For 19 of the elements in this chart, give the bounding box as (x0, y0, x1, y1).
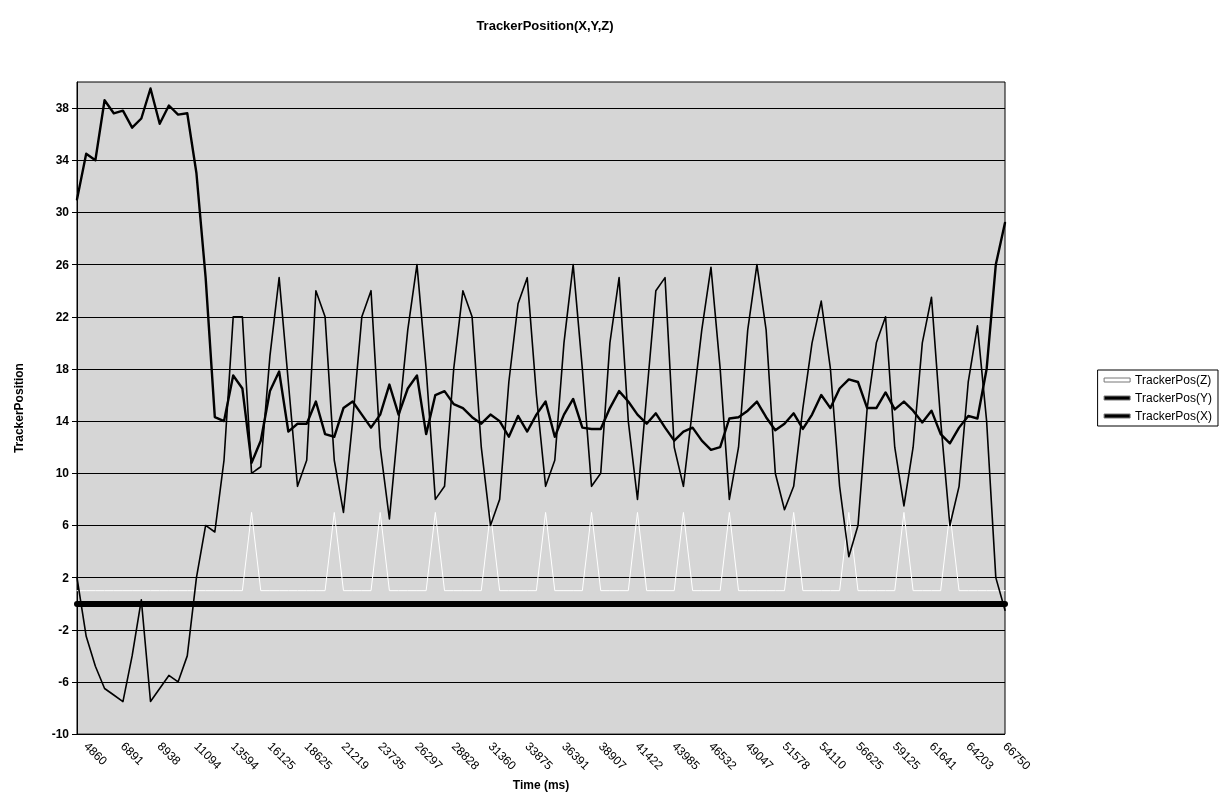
x-axis-title: Time (ms) (512, 778, 570, 792)
y-tick-label: 30 (55, 205, 70, 220)
chart-title: TrackerPosition(X,Y,Z) (476, 18, 614, 33)
y-tick-label: 6 (62, 518, 70, 533)
y-tick-label: 22 (55, 309, 70, 324)
y-tick-label: 2 (62, 570, 70, 585)
y-tick-label: 38 (55, 101, 70, 116)
legend-label: TrackerPos(Y) (1135, 391, 1213, 405)
y-tick-label: 14 (55, 414, 70, 429)
legend-label: TrackerPos(Z) (1135, 373, 1212, 387)
y-tick-label: -6 (58, 674, 70, 689)
y-tick-label: 10 (55, 466, 70, 481)
legend-label: TrackerPos(X) (1135, 409, 1213, 423)
y-tick-label: 34 (55, 153, 70, 168)
y-tick-label: 18 (55, 361, 70, 376)
y-axis-title: TrackerPosition (12, 363, 26, 454)
y-tick-label: -2 (58, 622, 70, 637)
y-tick-label: -10 (51, 727, 70, 742)
y-tick-label: 26 (55, 257, 70, 272)
